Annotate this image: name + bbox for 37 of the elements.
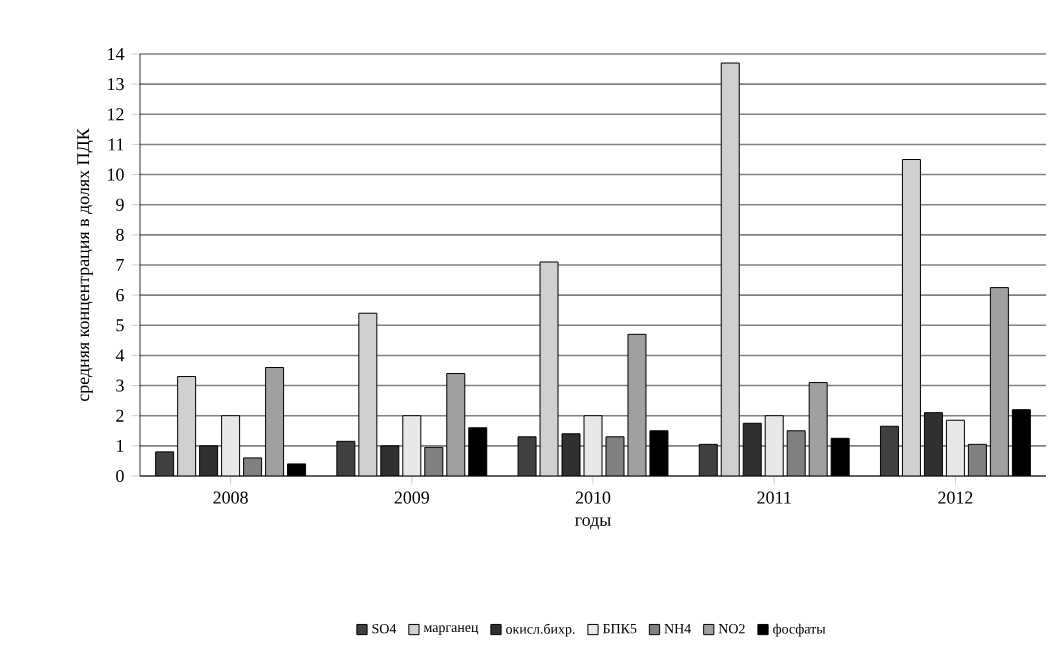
bar xyxy=(765,415,784,476)
y-tick-label: 13 xyxy=(108,78,124,91)
y-tick-label: 8 xyxy=(116,228,124,241)
bar xyxy=(809,382,828,476)
x-tick-label: 2011 xyxy=(757,491,791,504)
x-tick-label: 2010 xyxy=(575,491,611,504)
y-tick-label: 0 xyxy=(116,469,124,483)
bar xyxy=(221,415,240,476)
y-tick-label: 6 xyxy=(116,289,124,302)
y-tick-label: 4 xyxy=(115,349,125,362)
bar xyxy=(923,412,943,476)
x-tick-label: 2012 xyxy=(938,491,973,504)
x-tick-label: 2009 xyxy=(394,491,429,504)
y-tick-label: 7 xyxy=(116,259,124,271)
bar xyxy=(901,159,921,476)
y-tick-label: 10 xyxy=(108,168,124,181)
y-tick-label: 9 xyxy=(116,198,124,211)
y-tick-label: 5 xyxy=(116,319,124,332)
y-tick-label: 14 xyxy=(108,48,125,60)
y-tick-label: 3 xyxy=(116,379,124,392)
bar xyxy=(265,367,284,476)
y-axis-title: средняя концентрация в долях ПДК xyxy=(77,128,93,401)
bar xyxy=(358,313,377,476)
bar xyxy=(879,425,899,476)
bar xyxy=(446,373,465,476)
y-tick-label: 11 xyxy=(108,138,124,151)
bar xyxy=(721,63,740,476)
y-tick-label: 12 xyxy=(108,108,124,121)
bar xyxy=(945,419,965,476)
x-tick-label: 2008 xyxy=(213,491,248,504)
x-axis-title: годы xyxy=(575,517,611,530)
bar xyxy=(177,376,196,476)
bar xyxy=(402,415,421,476)
bar xyxy=(743,423,762,476)
bar xyxy=(989,287,1009,476)
y-tick-label: 2 xyxy=(116,409,124,422)
y-tick-label: 1 xyxy=(117,439,124,452)
